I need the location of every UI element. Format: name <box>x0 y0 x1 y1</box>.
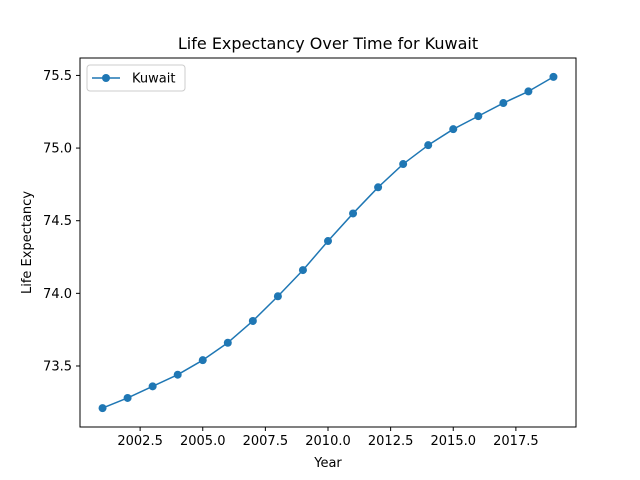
data-point <box>424 141 433 150</box>
data-point <box>298 266 307 275</box>
data-point <box>349 209 358 218</box>
chart-title: Life Expectancy Over Time for Kuwait <box>178 34 478 53</box>
data-point <box>399 160 408 169</box>
series-layer <box>98 72 558 413</box>
x-tick-label: 2017.5 <box>493 434 539 449</box>
data-point <box>449 125 458 134</box>
data-point <box>474 112 483 121</box>
data-point <box>524 87 533 96</box>
axes-frame <box>79 57 577 428</box>
data-point <box>324 237 332 246</box>
x-tick-label: 2005.0 <box>180 434 226 449</box>
x-tick-label: 2012.5 <box>368 434 414 449</box>
data-point <box>273 292 282 301</box>
data-point <box>499 99 508 108</box>
data-point <box>148 382 157 391</box>
legend-marker-swatch <box>102 74 110 82</box>
x-axis-ticks: 2002.5 2005.0 2007.5 2010.0 2012.5 2015.0 2017… <box>117 427 539 449</box>
data-point <box>374 183 383 192</box>
data-point <box>98 404 107 413</box>
x-tick-label: 2002.5 <box>117 434 163 449</box>
data-point <box>248 316 257 325</box>
y-tick-label: 73.5 <box>43 359 72 374</box>
x-axis-label: Year <box>313 456 342 471</box>
x-tick-label: 2007.5 <box>243 434 289 449</box>
y-tick-label: 74.0 <box>43 287 72 302</box>
y-tick-label: 75.5 <box>43 69 72 84</box>
data-point <box>123 393 132 402</box>
y-tick-label: 74.5 <box>43 214 72 229</box>
legend-box <box>86 64 186 92</box>
data-point <box>198 356 207 365</box>
y-tick-label: 75.0 <box>43 142 72 157</box>
data-point <box>549 72 558 81</box>
x-tick-label: 2015.0 <box>431 434 477 449</box>
y-axis-ticks: 73.5 74.0 74.5 75.0 75.5 <box>43 69 80 374</box>
x-tick-label: 2010.0 <box>305 434 351 449</box>
y-axis-label: Life Expectancy <box>20 191 35 294</box>
data-point <box>173 370 182 379</box>
legend: Kuwait <box>86 64 186 92</box>
data-point <box>223 338 232 347</box>
legend-label-kuwait: Kuwait <box>132 72 175 87</box>
